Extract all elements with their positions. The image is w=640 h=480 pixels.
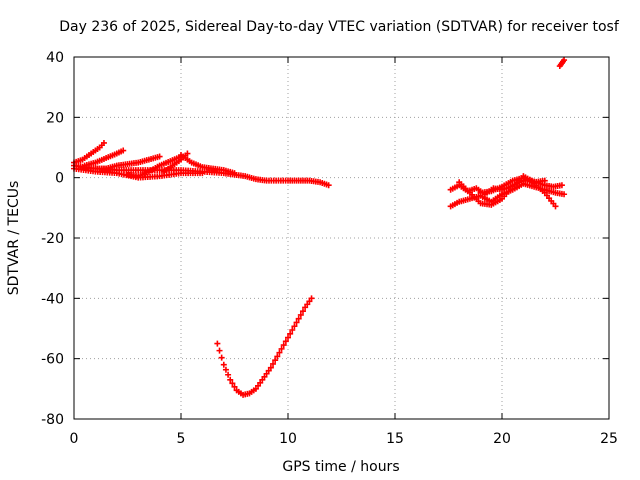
data-point: [255, 382, 262, 389]
y-tick-label: -20: [41, 231, 64, 247]
y-tick-label: 0: [55, 171, 64, 187]
data-point: [267, 364, 274, 371]
data-point: [282, 338, 289, 345]
data-point: [257, 379, 264, 386]
x-tick-label: 25: [600, 431, 618, 447]
data-point: [272, 357, 279, 364]
x-axis-label: GPS time / hours: [282, 459, 399, 475]
data-point: [289, 327, 296, 334]
data-point: [541, 177, 548, 184]
data-point: [302, 304, 309, 311]
data-point: [218, 354, 225, 361]
x-tick-label: 0: [70, 431, 79, 447]
data-point: [263, 370, 270, 377]
data-point: [214, 340, 221, 347]
data-point: [227, 376, 234, 383]
data-point: [261, 373, 268, 380]
data-point: [216, 347, 223, 354]
data-point: [299, 308, 306, 315]
series-top-spot: [556, 57, 568, 70]
y-tick-label: 20: [46, 110, 64, 126]
data-point: [229, 380, 236, 387]
series-arc-b: [81, 147, 127, 169]
data-point: [222, 366, 229, 373]
x-tick-label: 5: [177, 431, 186, 447]
data-point: [291, 323, 298, 330]
data-point: [184, 150, 191, 157]
data-point: [325, 182, 332, 189]
data-point: [278, 345, 285, 352]
data-point: [156, 153, 163, 160]
data-point: [285, 334, 291, 341]
series-cluster-d: [477, 174, 559, 210]
data-point: [274, 353, 281, 360]
ticks: 0 5 10 15 20 25 -80 -60 -40 -20 0 20 40: [41, 50, 618, 447]
data-point: [265, 367, 272, 374]
data-point: [561, 57, 568, 64]
y-tick-label: -60: [41, 352, 64, 368]
series-v-curve: [214, 295, 315, 398]
data-point: [276, 349, 283, 356]
data-point: [306, 298, 313, 305]
data-point: [252, 385, 259, 392]
data-point: [120, 147, 127, 154]
x-tick-label: 15: [386, 431, 404, 447]
y-tick-label: -80: [41, 412, 64, 428]
y-tick-label: -40: [41, 291, 64, 307]
chart-title: Day 236 of 2025, Sidereal Day-to-day VTE…: [59, 19, 620, 35]
data-point: [293, 319, 300, 326]
data-point: [297, 311, 304, 318]
data-point: [304, 301, 311, 308]
data-point: [100, 139, 107, 146]
data-point: [270, 360, 277, 367]
data-point: [199, 170, 206, 177]
data-point: [552, 203, 559, 210]
y-tick-label: 40: [46, 50, 64, 66]
data-point: [231, 383, 238, 390]
data-point: [231, 170, 238, 177]
x-tick-label: 10: [279, 431, 297, 447]
y-axis-label: SDTVAR / TECUs: [6, 181, 22, 296]
data-point: [558, 182, 565, 189]
data-point: [280, 342, 287, 349]
data-point: [295, 315, 302, 322]
series-arc-f: [178, 152, 238, 177]
x-tick-label: 20: [493, 431, 511, 447]
data-point: [287, 330, 294, 337]
data-point: [225, 371, 232, 378]
data-point: [561, 191, 568, 198]
data-point: [259, 376, 266, 383]
data-point: [220, 361, 227, 368]
data-points: [71, 57, 568, 398]
data-point: [308, 295, 315, 302]
series-arc-c: [92, 153, 163, 172]
grid: [74, 57, 609, 419]
